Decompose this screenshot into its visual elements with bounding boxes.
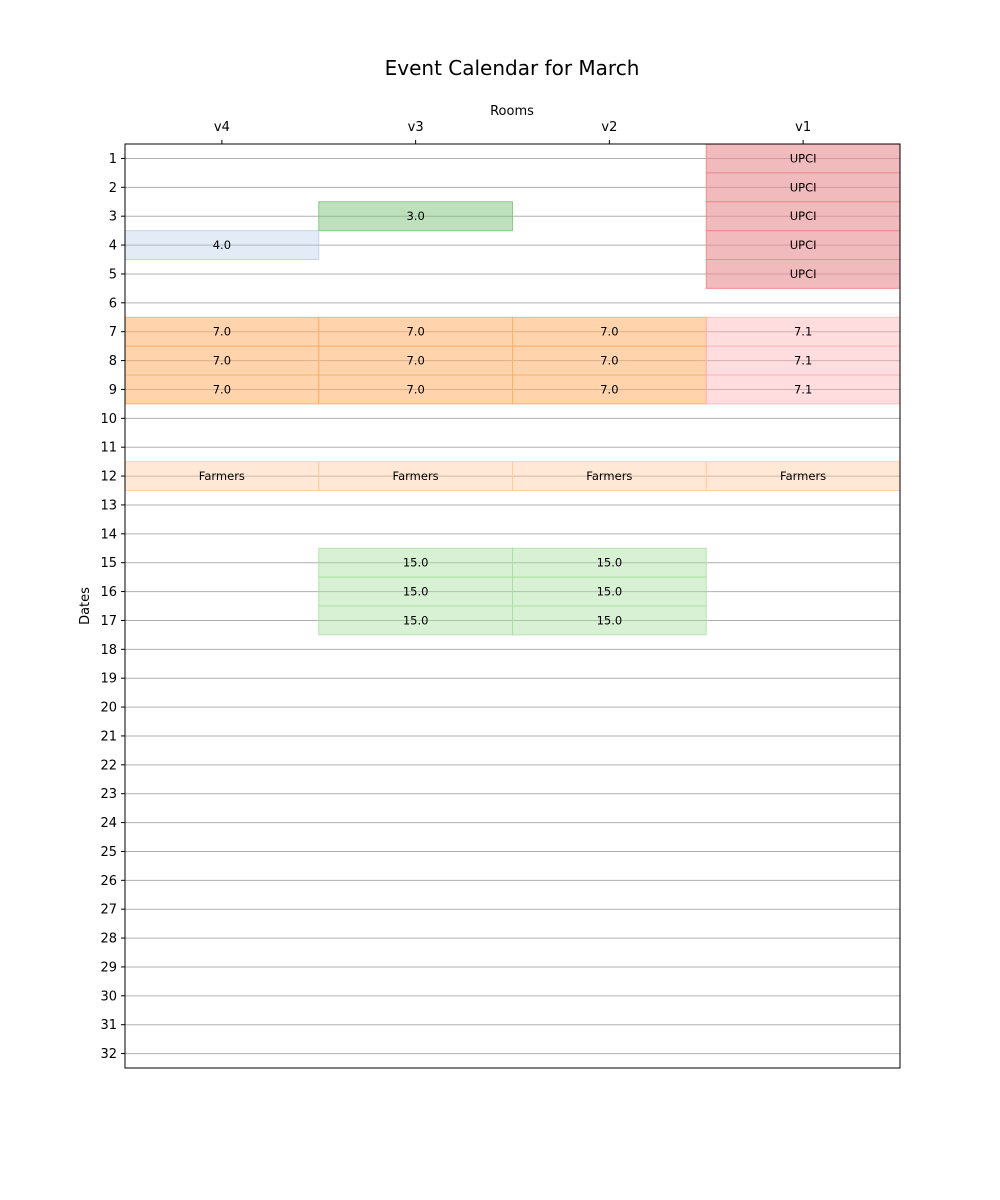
event-label-v2-7: 7.0 [600,325,618,339]
event-cell-v1-7 [705,316,901,347]
event-cell-v3-15 [318,547,513,578]
event-cell-v1-8 [705,345,901,376]
y-tick-label-10: 10 [100,412,117,427]
event-cell-v2-15 [512,547,707,578]
event-cell-v4-7 [124,316,320,347]
x-axis-label: Rooms [490,104,534,119]
event-cell-v1-12 [705,461,901,491]
event-cell-v3-3 [318,201,513,232]
y-tick-label-25: 25 [100,845,117,860]
y-tick-label-5: 5 [109,267,117,282]
event-cell-v3-16 [318,576,513,607]
x-tick-label-v1: v1 [795,120,811,135]
x-tick-label-v4: v4 [214,120,230,135]
event-label-v1-1: UPCI [790,151,817,165]
y-tick-label-16: 16 [100,585,117,600]
event-label-v2-12: Farmers [586,469,632,483]
event-cell-v3-12 [318,461,513,491]
event-cell-v1-5 [705,259,901,289]
ticks-layer: 1234567891011121314151617181920212223242… [100,120,811,1062]
event-label-v3-15: 15.0 [403,556,429,570]
event-cell-v4-4 [124,230,320,260]
x-tick-label-v2: v2 [601,120,617,135]
y-tick-label-29: 29 [100,960,117,975]
y-tick-label-2: 2 [109,181,117,196]
event-label-v3-9: 7.0 [406,382,424,396]
y-tick-label-17: 17 [100,614,117,629]
event-label-v2-8: 7.0 [600,354,618,368]
event-cell-v3-9 [318,374,513,405]
y-tick-label-31: 31 [100,1018,117,1033]
y-tick-label-3: 3 [109,210,117,225]
events-layer: UPCI UPCI UPCI UPCI UPCI 3.0 4.0 7.0 7.0 7.0 7.1 7.… [124,143,901,636]
y-tick-label-21: 21 [100,729,117,744]
event-label-v3-8: 7.0 [406,354,424,368]
event-label-v3-3: 3.0 [406,209,424,223]
event-label-v1-12: Farmers [780,469,826,483]
event-cell-v1-2 [705,172,901,203]
event-label-v3-17: 15.0 [403,613,429,627]
event-label-v3-7: 7.0 [406,325,424,339]
y-tick-label-27: 27 [100,903,117,918]
y-tick-label-23: 23 [100,787,117,802]
event-label-v3-16: 15.0 [403,585,429,599]
event-cell-v2-12 [512,461,707,491]
event-cell-v2-16 [512,576,707,607]
y-tick-label-9: 9 [109,383,117,398]
grid-layer [125,157,900,1055]
y-tick-label-28: 28 [100,932,117,947]
y-tick-label-12: 12 [100,470,117,485]
y-tick-label-15: 15 [100,556,117,571]
y-tick-label-32: 32 [100,1047,117,1062]
y-tick-label-30: 30 [100,989,117,1004]
y-tick-label-13: 13 [100,498,117,513]
event-label-v2-15: 15.0 [597,556,623,570]
y-tick-label-14: 14 [100,527,117,542]
event-cell-v1-1 [705,143,901,174]
event-label-v2-17: 15.0 [597,613,623,627]
y-tick-label-22: 22 [100,758,117,773]
y-axis-label: Dates [78,587,93,625]
event-label-v4-9: 7.0 [213,382,231,396]
event-label-v4-8: 7.0 [213,354,231,368]
y-tick-label-20: 20 [100,701,117,716]
event-cell-v2-9 [512,374,707,405]
event-label-v1-4: UPCI [790,238,817,252]
y-tick-label-19: 19 [100,672,117,687]
y-tick-label-11: 11 [100,441,117,456]
y-tick-label-24: 24 [100,816,117,831]
event-label-v1-8: 7.1 [794,354,812,368]
x-tick-label-v3: v3 [408,120,424,135]
event-label-v1-5: UPCI [790,267,817,281]
event-label-v4-12: Farmers [199,469,245,483]
y-tick-label-4: 4 [109,239,117,254]
event-label-v2-9: 7.0 [600,382,618,396]
event-cell-v1-4 [705,230,901,260]
y-tick-label-6: 6 [109,296,117,311]
y-tick-label-1: 1 [109,152,117,167]
event-cell-v4-12 [124,461,320,491]
event-label-v1-2: UPCI [790,180,817,194]
chart-title: Event Calendar for March [385,56,640,80]
y-tick-label-8: 8 [109,354,117,369]
event-label-v1-3: UPCI [790,209,817,223]
event-label-v1-7: 7.1 [794,325,812,339]
y-tick-label-26: 26 [100,874,117,889]
event-cell-v2-17 [512,605,707,636]
event-label-v4-7: 7.0 [213,325,231,339]
event-label-v3-12: Farmers [393,469,439,483]
event-cell-v4-8 [124,345,320,376]
event-label-v1-9: 7.1 [794,382,812,396]
plot-frame [124,143,901,1069]
event-label-v4-4: 4.0 [213,238,231,252]
event-label-v2-16: 15.0 [597,585,623,599]
y-tick-label-7: 7 [109,325,117,340]
y-tick-label-18: 18 [100,643,117,658]
